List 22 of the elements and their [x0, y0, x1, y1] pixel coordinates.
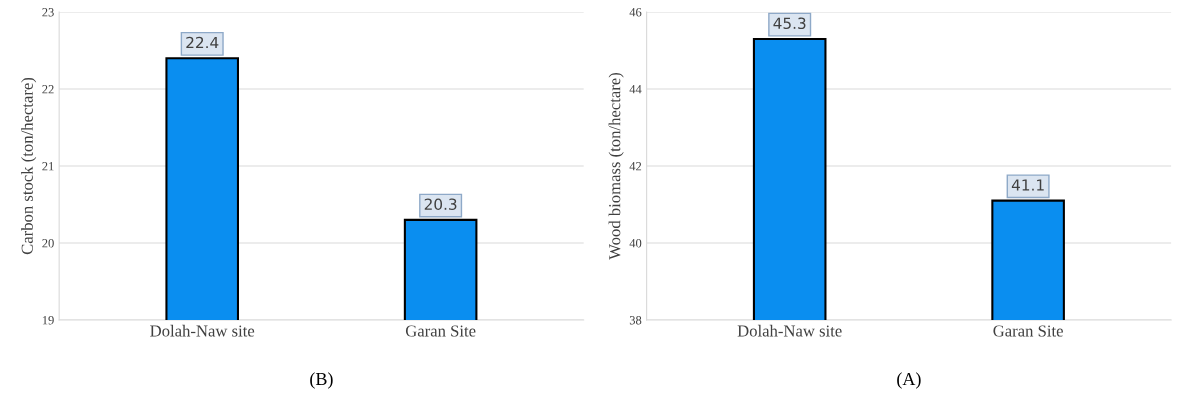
data-label: 22.4: [186, 36, 219, 49]
y-tick-label: 23: [42, 8, 54, 17]
y-tick-label: 22: [42, 85, 54, 94]
y-tick-label: 38: [629, 316, 642, 325]
y-tick-label: 40: [629, 239, 642, 248]
y-tick-label: 21: [42, 162, 54, 171]
y-tick-label: 46: [629, 8, 642, 17]
x-tick-label: Garan Site: [405, 325, 476, 337]
text: (B): [310, 372, 333, 389]
y-axis-title: Carbon stock (ton/hectare): [21, 77, 37, 255]
x-tick-label: Dolah-Naw site: [150, 324, 255, 337]
data-label: 20.3: [424, 198, 457, 210]
text: (A): [897, 372, 921, 389]
y-tick-label: 42: [629, 162, 642, 171]
x-tick-label: Garan Site: [993, 325, 1063, 337]
y-tick-label: 44: [629, 85, 642, 94]
data-label: 45.3: [773, 17, 806, 30]
y-tick-label: 19: [42, 316, 54, 325]
y-axis-title: Wood biomass (ton/hectare): [608, 72, 624, 260]
x-tick-label: Dolah-Naw site: [737, 324, 842, 337]
y-tick-label: 20: [42, 239, 54, 248]
data-label: 41.1: [1011, 179, 1044, 191]
